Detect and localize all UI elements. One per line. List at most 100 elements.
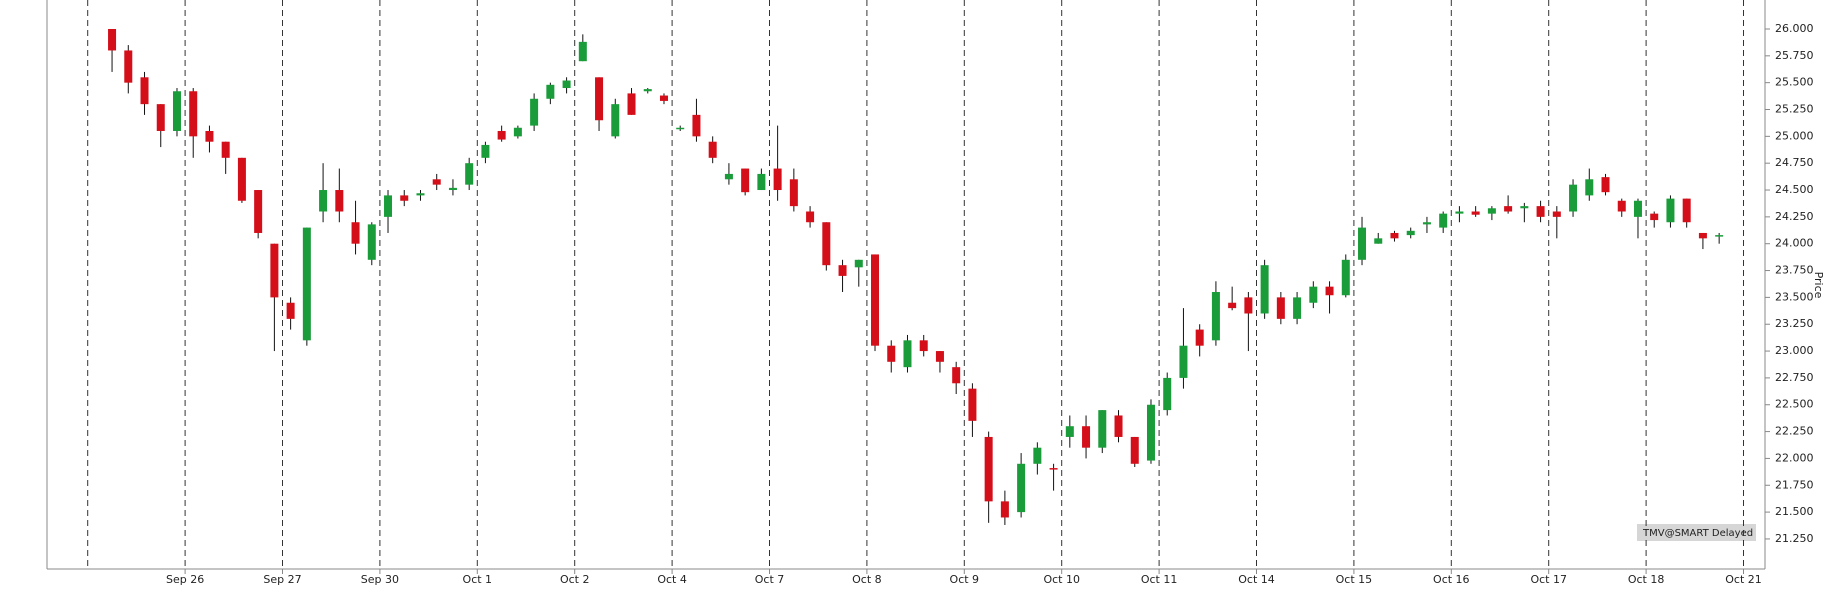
y-tick-label: 24.500: [1775, 183, 1814, 196]
candle-body: [1471, 211, 1480, 215]
candle-body: [1195, 329, 1204, 346]
candle-body: [1033, 447, 1042, 464]
y-tick-label: 25.000: [1775, 129, 1814, 142]
candle-body: [806, 211, 815, 223]
x-tick-label: Oct 11: [1141, 573, 1178, 586]
candle-body: [1617, 200, 1626, 212]
y-tick-label: 22.250: [1775, 425, 1814, 438]
candle-body: [384, 195, 393, 217]
candle-body: [1601, 177, 1610, 193]
x-tick-label: Oct 18: [1628, 573, 1665, 586]
candle-body: [1569, 184, 1578, 212]
candle-body: [1585, 179, 1594, 196]
candle-body: [254, 190, 263, 233]
candle-body: [1244, 297, 1253, 314]
y-tick-label: 22.500: [1775, 398, 1814, 411]
candle-body: [1552, 211, 1561, 217]
candle-body: [627, 93, 636, 115]
candle-body: [935, 351, 944, 362]
candle-body: [513, 127, 522, 137]
candle-body: [1439, 213, 1448, 228]
candle-body: [286, 302, 295, 319]
candle-body: [1082, 426, 1091, 448]
x-tick-label: Oct 2: [560, 573, 590, 586]
candle-body: [270, 243, 279, 298]
candle-body: [1358, 227, 1367, 260]
y-tick-label: 26.000: [1775, 22, 1814, 35]
candle-body: [1163, 377, 1172, 411]
candle-body: [156, 104, 165, 131]
candle-body: [1406, 230, 1415, 236]
candle-body: [367, 224, 376, 260]
candle-body: [530, 98, 539, 126]
candle-body: [221, 141, 230, 158]
candle-body: [1487, 208, 1496, 214]
candle-body: [692, 114, 701, 137]
candle-body: [189, 91, 198, 137]
candle-body: [1049, 468, 1058, 470]
y-tick-label: 22.000: [1775, 451, 1814, 464]
candle-body: [611, 104, 620, 137]
candle-body: [1065, 426, 1074, 437]
candle-body: [595, 77, 604, 121]
candle-body: [1536, 206, 1545, 217]
candle-body: [108, 28, 117, 51]
y-tick-label: 21.750: [1775, 478, 1814, 491]
candle-body: [838, 265, 847, 276]
x-tick-label: Oct 10: [1043, 573, 1080, 586]
candle-body: [1325, 286, 1334, 296]
y-tick-label: 25.250: [1775, 103, 1814, 116]
candle-body: [1374, 238, 1383, 244]
x-tick-label: Oct 4: [657, 573, 687, 586]
x-tick-label: Sep 27: [263, 573, 301, 586]
candle-body: [676, 127, 685, 130]
y-tick-label: 21.500: [1775, 505, 1814, 518]
candle-body: [546, 84, 555, 99]
candle-body: [1293, 297, 1302, 319]
candle-body: [919, 340, 928, 352]
candle-body: [1504, 206, 1513, 212]
candle-body: [448, 187, 457, 191]
candle-body: [741, 168, 750, 193]
candle-body: [822, 222, 831, 266]
x-tick-label: Oct 7: [755, 573, 785, 586]
candle-body: [854, 259, 863, 268]
candle-body: [205, 130, 214, 142]
y-tick-label: 23.500: [1775, 290, 1814, 303]
candle-body: [1114, 415, 1123, 437]
candle-body: [708, 141, 717, 158]
candle-body: [1341, 259, 1350, 296]
candle-body: [871, 254, 880, 346]
candle-body: [887, 345, 896, 362]
x-tick-label: Oct 17: [1530, 573, 1567, 586]
candle-body: [1260, 265, 1269, 314]
candle-body: [789, 179, 798, 207]
candle-body: [562, 80, 571, 89]
candle-body: [351, 222, 360, 244]
candle-body: [302, 227, 311, 341]
candle-body: [643, 89, 652, 92]
candle-body: [578, 41, 587, 62]
candle-body: [984, 436, 993, 502]
candle-body: [1520, 206, 1529, 209]
candle-body: [659, 95, 668, 101]
candle-body: [1000, 501, 1009, 518]
candle-body: [1228, 302, 1237, 309]
candle-body: [1633, 200, 1642, 217]
candle-body: [335, 190, 344, 212]
candle-body: [1309, 286, 1318, 303]
candle-body: [1017, 463, 1026, 513]
x-tick-label: Oct 9: [950, 573, 980, 586]
candle-body: [432, 179, 441, 185]
y-tick-label: 22.750: [1775, 371, 1814, 384]
candle-body: [172, 91, 181, 131]
candle-body: [1682, 198, 1691, 223]
candle-body: [1130, 436, 1139, 464]
candle-body: [1715, 235, 1724, 237]
y-tick-label: 23.000: [1775, 344, 1814, 357]
candle-body: [465, 163, 474, 185]
x-tick-label: Oct 14: [1238, 573, 1275, 586]
candle-body: [400, 195, 409, 201]
annotation: TMV@SMART Delayed: [1642, 528, 1753, 539]
candle-body: [1179, 345, 1188, 378]
